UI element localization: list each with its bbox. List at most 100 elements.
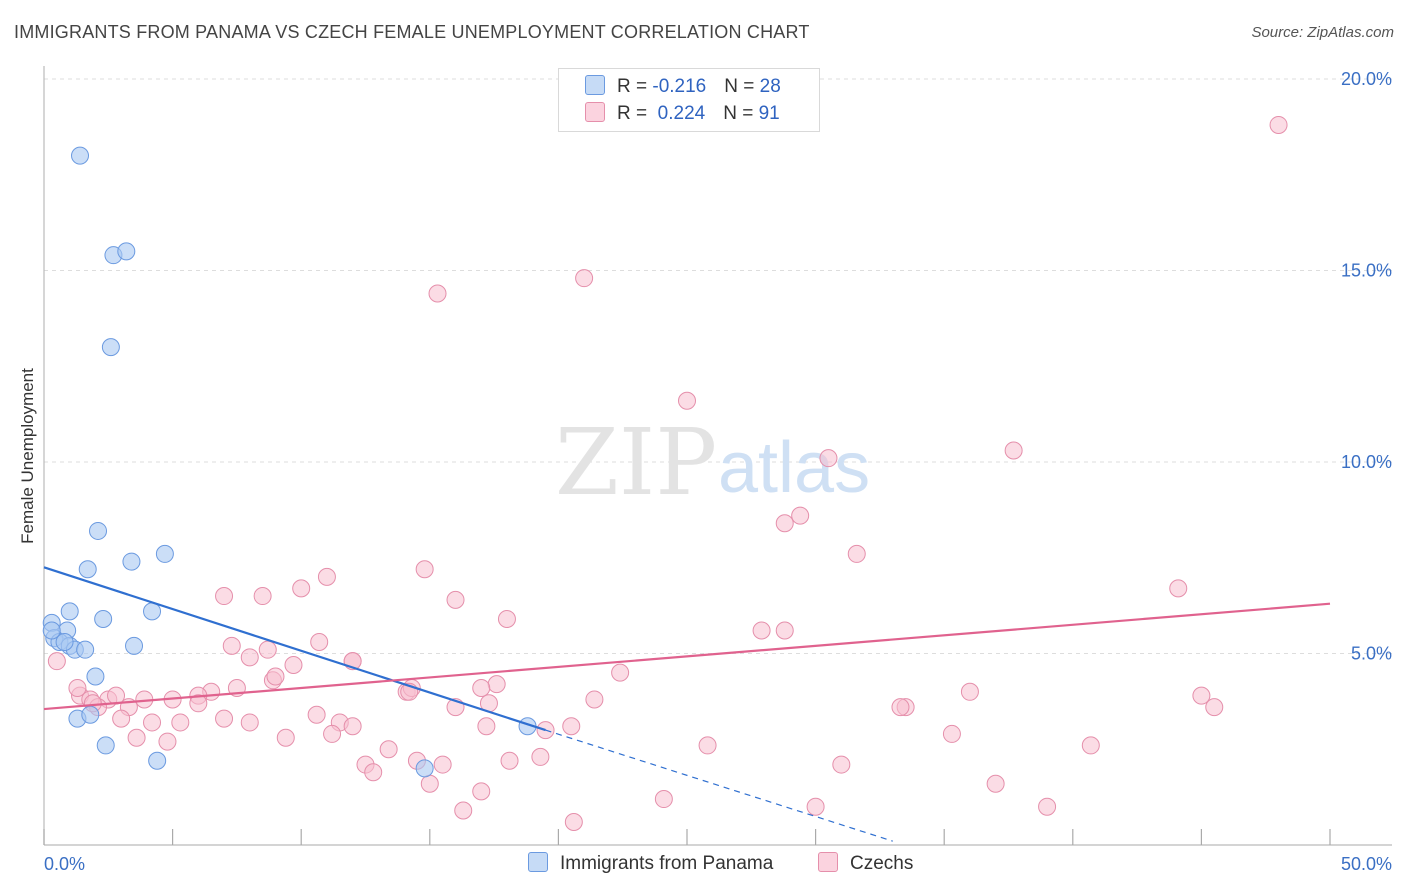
czech-point [942, 724, 961, 743]
legend-r-label: R = [617, 76, 653, 97]
czech-point [343, 717, 362, 736]
czech-point [654, 790, 673, 809]
czech-point [284, 655, 303, 674]
panama-point [81, 705, 100, 724]
panama-point [122, 552, 141, 571]
panama-point [42, 621, 61, 640]
czech-point [446, 590, 465, 609]
czech-point [171, 713, 190, 732]
tick-labels: 5.0% 10.0% 15.0% 20.0% 0.0% 50.0% [44, 69, 1392, 874]
y-tick-label: 10.0% [1341, 452, 1392, 472]
panama-point [94, 610, 113, 629]
panama-point [125, 636, 144, 655]
panama-swatch [585, 75, 605, 95]
y-tick-label: 20.0% [1341, 69, 1392, 89]
czech-point [323, 724, 342, 743]
panama-point [60, 602, 79, 621]
czech-point [1192, 686, 1211, 705]
axes [43, 66, 1392, 846]
bottom-legend-panama: Immigrants from Panama [528, 852, 773, 875]
czech-point [415, 560, 434, 579]
czech-point [1269, 115, 1288, 134]
czech-point [611, 663, 630, 682]
correlation-legend: R = -0.216 N = 28 R = 0.224 N = 91 [558, 68, 820, 132]
czech-point [253, 587, 272, 606]
czech-legend-label: Czechs [850, 853, 914, 874]
czech-point [433, 755, 452, 774]
panama-trend-extension [545, 729, 893, 842]
czech-point [806, 797, 825, 816]
watermark-zip: ZIP [555, 409, 717, 516]
czech-point [47, 652, 66, 671]
czech-point [310, 633, 329, 652]
czech-point [1081, 736, 1100, 755]
czech-point [564, 813, 583, 832]
panama-point [71, 146, 90, 165]
legend-n-value: 28 [759, 76, 781, 97]
czech-point [68, 678, 87, 697]
panama-legend-swatch [528, 852, 548, 872]
czech-point [215, 709, 234, 728]
czech-point [317, 567, 336, 586]
czech-point [1169, 579, 1188, 598]
czech-point [832, 755, 851, 774]
x-tick-label: 0.0% [44, 854, 85, 874]
czech-point [585, 690, 604, 709]
czech-point [127, 728, 146, 747]
legend-n-label: N = [724, 76, 760, 97]
panama-point [89, 521, 108, 540]
y-tick-label: 15.0% [1341, 261, 1392, 281]
czech-point [143, 713, 162, 732]
legend-row-czech: R = 0.224 N = 91 [585, 102, 780, 128]
chart-title: IMMIGRANTS FROM PANAMA VS CZECH FEMALE U… [14, 22, 810, 42]
czech-point [240, 713, 259, 732]
czech-point [791, 506, 810, 525]
czech-point [454, 801, 473, 820]
czech-point [258, 640, 277, 659]
x-tick-label: 50.0% [1341, 854, 1392, 874]
panama-point [117, 242, 136, 261]
czech-point [222, 636, 241, 655]
gridlines [44, 78, 1392, 654]
czech-point [266, 667, 285, 686]
czech-point [276, 728, 295, 747]
czech-point [752, 621, 771, 640]
legend-n-label: N = [723, 103, 759, 124]
czech-point [1205, 698, 1224, 717]
czech-point [292, 579, 311, 598]
legend-r-value: 0.224 [652, 103, 706, 124]
czech-point [307, 705, 326, 724]
czech-point [562, 717, 581, 736]
czech-point [240, 648, 259, 667]
panama-point [155, 544, 174, 563]
czech-point [891, 698, 910, 717]
panama-point [96, 736, 115, 755]
czech-point [487, 675, 506, 694]
czech-point [215, 587, 234, 606]
panama-point [148, 751, 167, 770]
watermark-atlas: atlas [718, 428, 870, 508]
czech-point [472, 678, 491, 697]
czech-legend-swatch [818, 852, 838, 872]
czech-point [477, 717, 496, 736]
czech-point [678, 391, 696, 410]
watermark: ZIP atlas [555, 409, 870, 516]
czech-point [364, 763, 383, 782]
legend-row-panama: R = -0.216 N = 28 [585, 75, 781, 101]
panama-point [415, 759, 434, 778]
y-tick-label: 5.0% [1351, 644, 1392, 664]
czech-point [847, 544, 866, 563]
czech-point [531, 747, 550, 766]
czech-point [1004, 441, 1023, 460]
czech-point [775, 514, 794, 533]
trend-lines [43, 566, 1331, 842]
czech-point [497, 610, 516, 629]
czech-point [500, 751, 519, 770]
legend-r-label: R = [617, 103, 653, 124]
czech-point [819, 449, 838, 468]
czech-point [472, 782, 491, 801]
czech-point [428, 284, 447, 303]
czech-point [960, 682, 979, 701]
czech-point [158, 732, 177, 751]
